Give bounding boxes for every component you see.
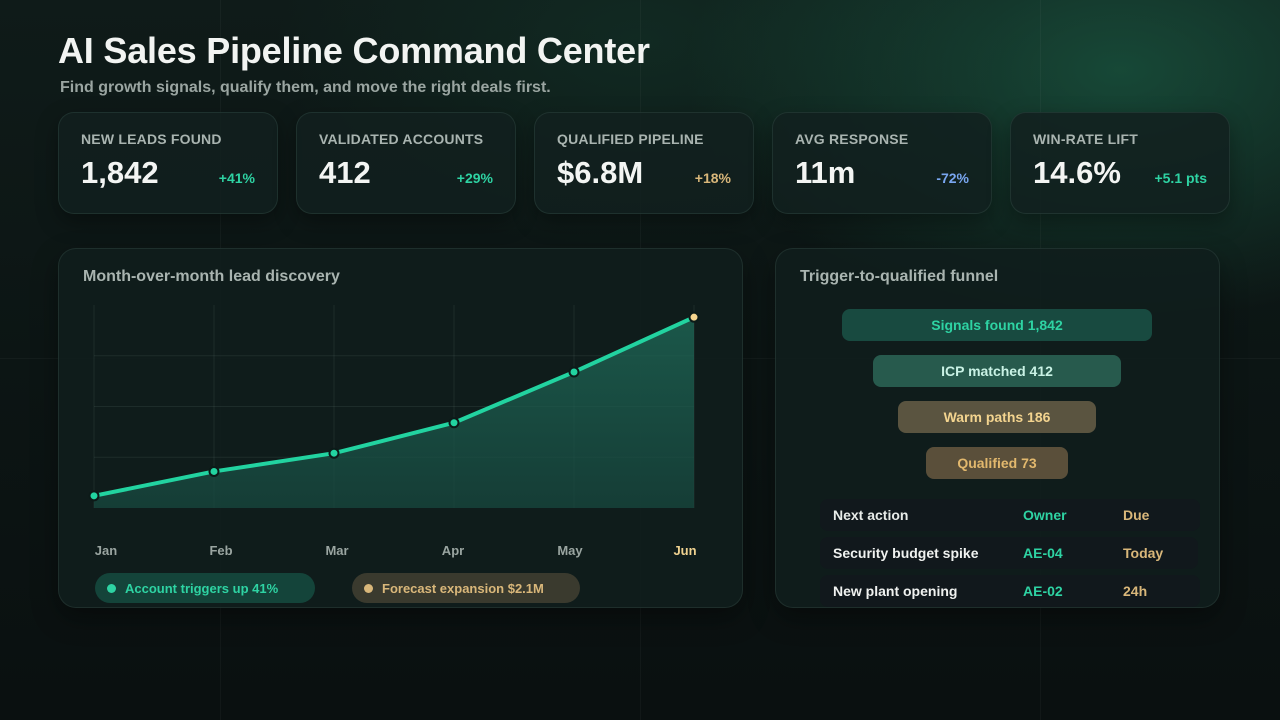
chart-title: Month-over-month lead discovery [83, 268, 340, 285]
column-header-next-action: Next action [833, 507, 909, 523]
legend-dot [364, 583, 373, 593]
chart-point-jun[interactable] [688, 311, 700, 323]
x-tick-label-current: Jun [673, 543, 697, 558]
legend-pill-account-triggers[interactable]: Account triggers up 41% [95, 573, 315, 603]
chart-point-may[interactable] [568, 366, 580, 378]
legend-dot [107, 583, 116, 593]
legend-label: Account triggers up 41% [125, 580, 279, 596]
chart-point-feb[interactable] [208, 465, 220, 477]
page-title: AI Sales Pipeline Command Center [58, 30, 650, 71]
kpi-value: 11m [795, 155, 856, 190]
kpi-card-validated-accounts[interactable]: VALIDATED ACCOUNTS 412 +29% [296, 112, 516, 214]
funnel-stage-warm-paths[interactable]: Warm paths 186 [898, 401, 1096, 433]
kpi-value: 14.6% [1033, 155, 1121, 190]
kpi-delta: +18% [694, 170, 731, 186]
x-tick-label: Jan [94, 543, 118, 558]
kpi-delta: +41% [218, 170, 255, 186]
kpi-label: NEW LEADS FOUND [81, 131, 222, 147]
funnel-stage-icp-matched[interactable]: ICP matched 412 [873, 355, 1121, 387]
kpi-label: AVG RESPONSE [795, 131, 909, 147]
action-cell: Security budget spike [833, 545, 979, 561]
kpi-value: 1,842 [81, 155, 159, 190]
kpi-label: VALIDATED ACCOUNTS [319, 131, 484, 147]
due-cell: 24h [1123, 583, 1148, 599]
kpi-delta: +5.1 pts [1154, 170, 1207, 186]
kpi-label: WIN-RATE LIFT [1033, 131, 1138, 147]
legend-label: Forecast expansion $2.1M [382, 580, 544, 596]
funnel-stage-qualified[interactable]: Qualified 73 [926, 447, 1068, 479]
chart-area-fill [94, 317, 694, 508]
kpi-card-avg-response[interactable]: AVG RESPONSE 11m -72% [772, 112, 992, 214]
kpi-delta: -72% [936, 170, 969, 186]
kpi-value: 412 [319, 155, 371, 190]
action-cell: New plant opening [833, 583, 958, 599]
chart-series-line [92, 315, 696, 498]
kpi-card-win-rate-lift[interactable]: WIN-RATE LIFT 14.6% +5.1 pts [1010, 112, 1230, 214]
column-header-owner: Owner [1023, 507, 1067, 523]
kpi-card-qualified-pipeline[interactable]: QUALIFIED PIPELINE $6.8M +18% [534, 112, 754, 214]
chart-point-jan[interactable] [88, 490, 100, 502]
owner-cell: AE-02 [1023, 583, 1063, 599]
due-cell: Today [1123, 545, 1164, 561]
kpi-value: $6.8M [557, 155, 644, 190]
legend-pill-forecast-expansion[interactable]: Forecast expansion $2.1M [352, 573, 580, 603]
table-row[interactable]: Security budget spike AE-04 Today [820, 537, 1198, 569]
kpi-card-new-leads[interactable]: NEW LEADS FOUND 1,842 +41% [58, 112, 278, 214]
funnel-title: Trigger-to-qualified funnel [800, 268, 999, 285]
chart-point-apr[interactable] [448, 417, 460, 429]
x-tick-label: Feb [209, 543, 233, 558]
table-row[interactable]: New plant opening AE-02 24h [820, 575, 1200, 607]
x-tick-label: Apr [441, 543, 465, 558]
kpi-label: QUALIFIED PIPELINE [557, 131, 704, 147]
column-header-due: Due [1123, 507, 1150, 523]
chart-point-mar[interactable] [328, 447, 340, 459]
x-tick-label: May [557, 543, 583, 558]
x-tick-label: Mar [325, 543, 349, 558]
action-table-header: Next action Owner Due [820, 499, 1200, 531]
owner-cell: AE-04 [1023, 545, 1063, 561]
page-subtitle: Find growth signals, qualify them, and m… [60, 79, 551, 96]
funnel-stage-signals[interactable]: Signals found 1,842 [842, 309, 1152, 341]
kpi-delta: +29% [456, 170, 493, 186]
